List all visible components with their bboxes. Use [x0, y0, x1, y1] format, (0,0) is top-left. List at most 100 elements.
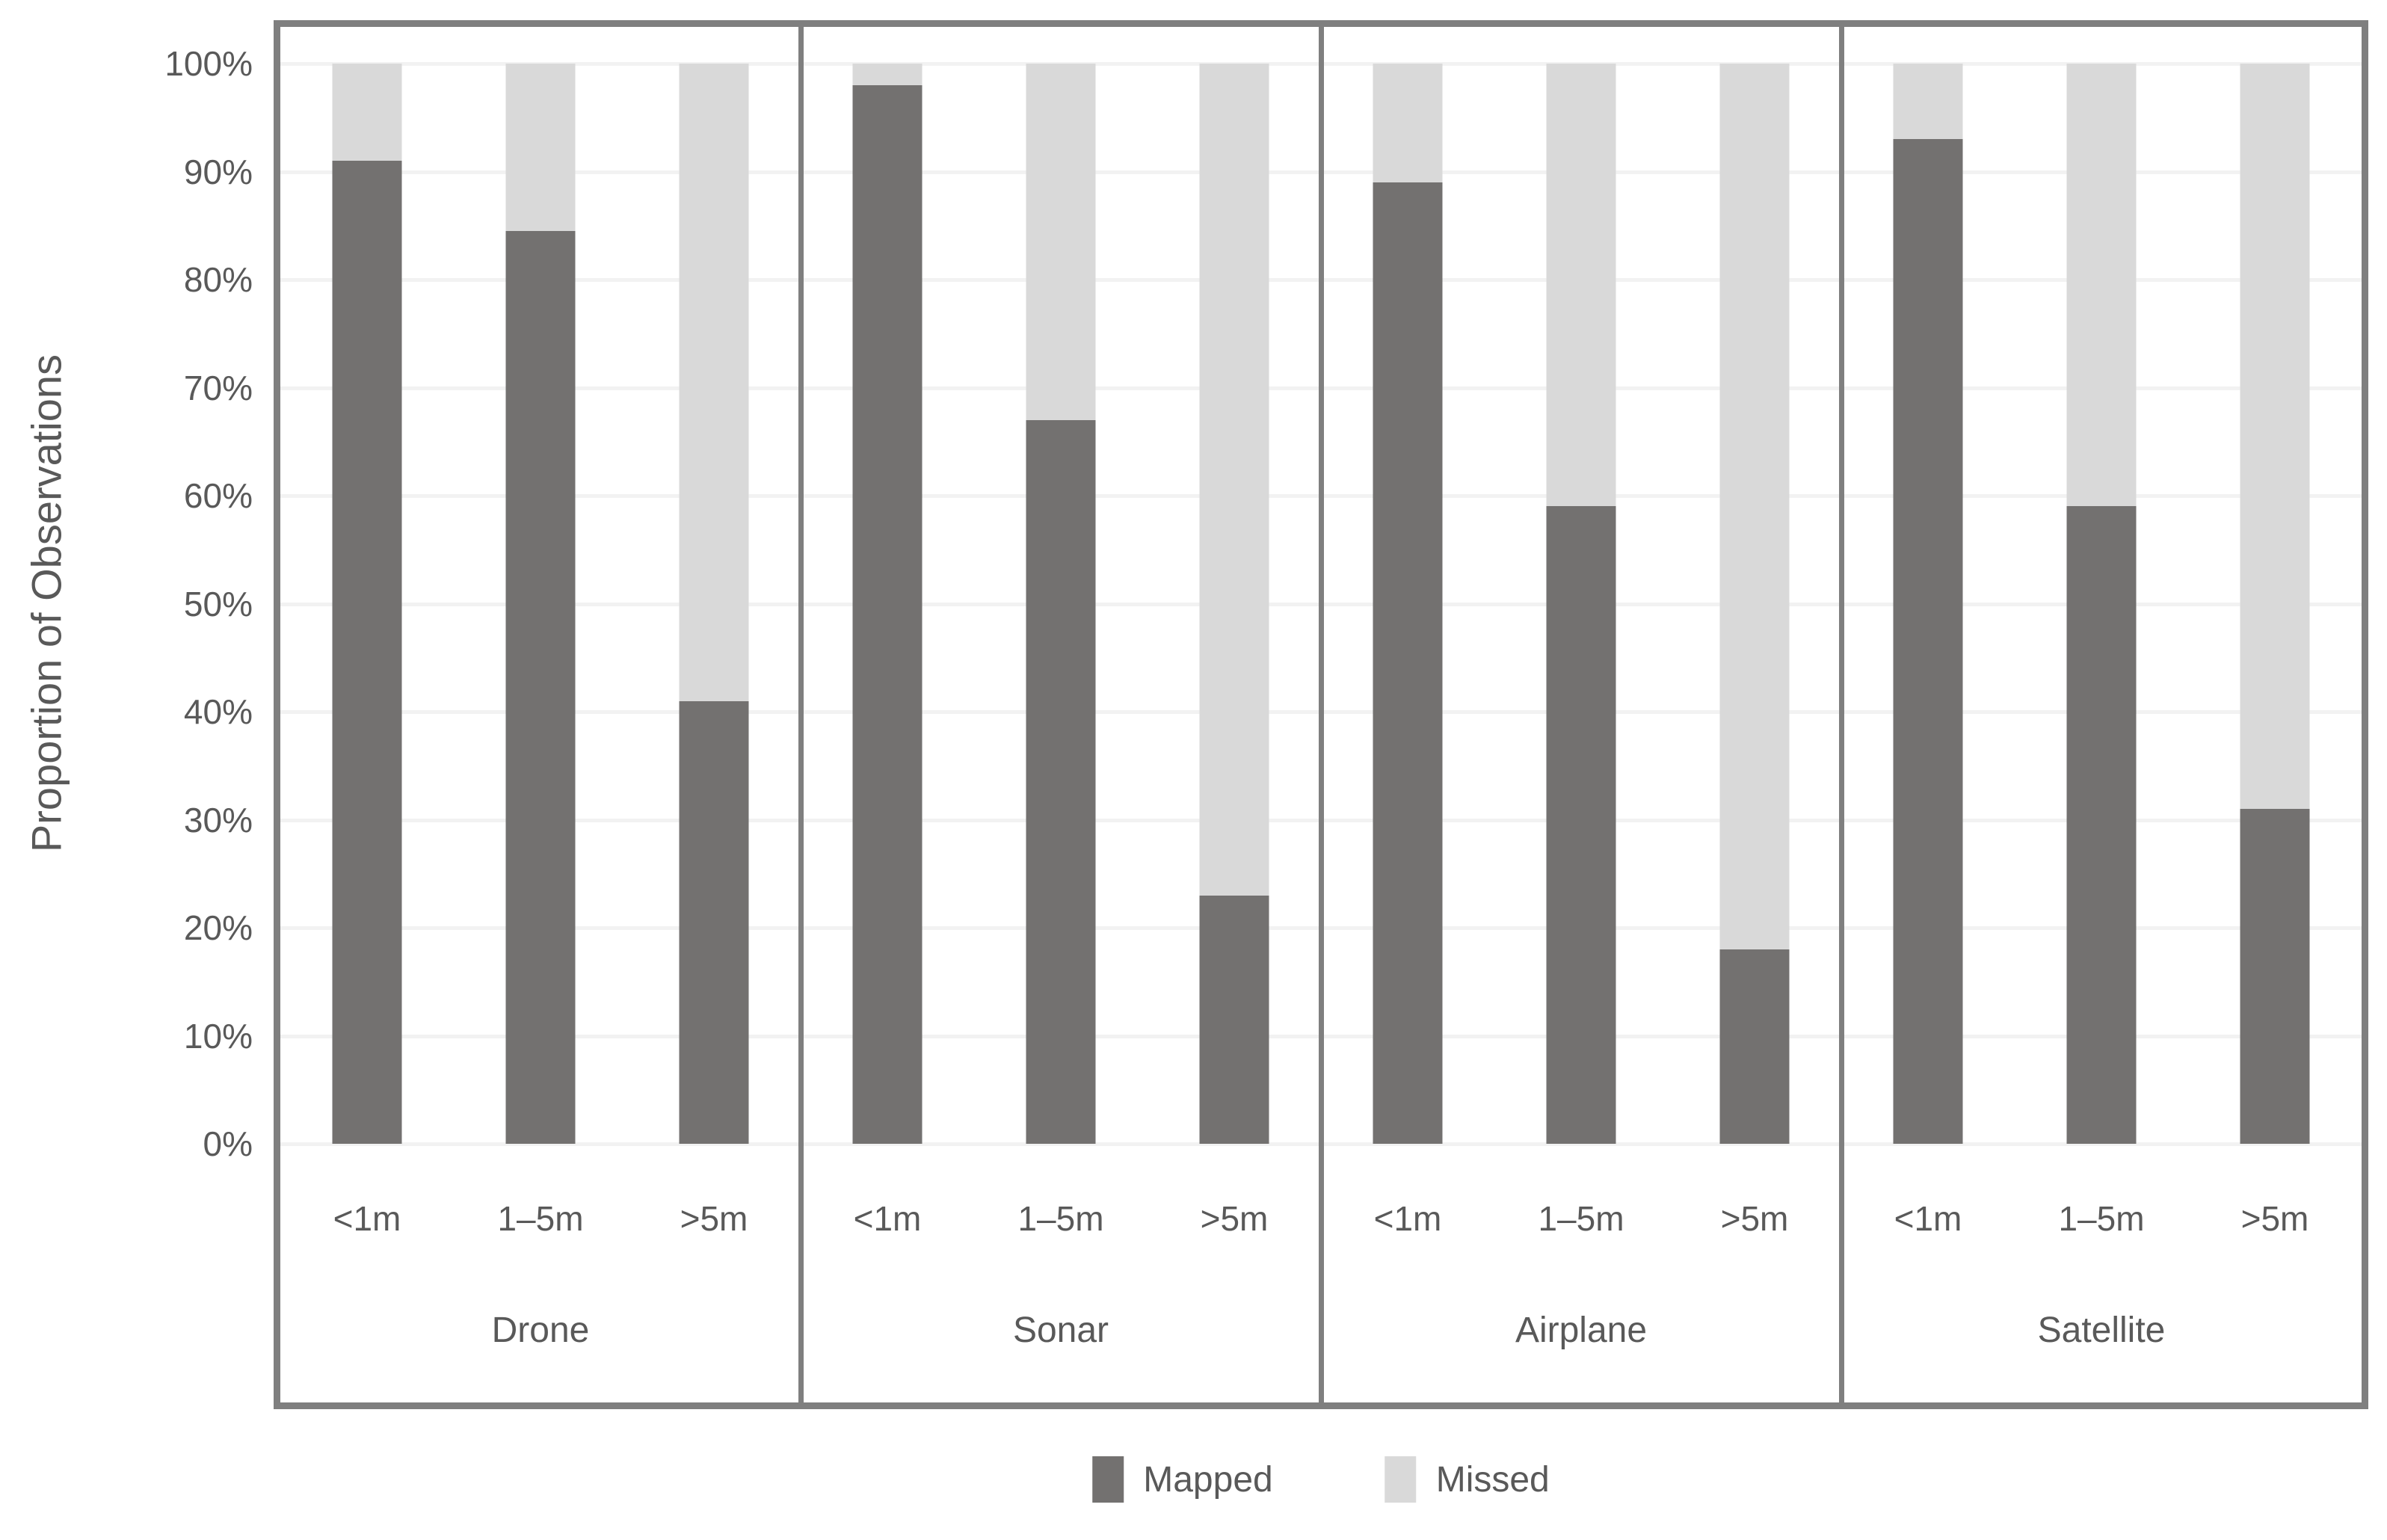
y-tick-20: 20% [183, 908, 253, 947]
group-label-satellite: Satellite [2037, 1310, 2166, 1350]
group-label-drone: Drone [491, 1310, 590, 1350]
y-tick-70: 70% [183, 368, 253, 407]
segment-missed-sonar-1-5m [1026, 64, 1096, 420]
segment-mapped-sonar-1-5m [1026, 419, 1096, 1144]
segment-mapped-airplane-1-5m [1546, 506, 1616, 1144]
panel-satellite: <1m 1–5m >5m Satellite [1841, 27, 2362, 1402]
group-separator-2 [1319, 27, 1324, 1402]
category-tick-row-satellite: <1m 1–5m >5m [1841, 1159, 2362, 1278]
bar-slot-drone-1-5m [454, 64, 627, 1144]
bar-satellite-1-5m [2066, 64, 2137, 1144]
bar-slot-satellite-1-5m [2015, 64, 2188, 1144]
segment-missed-drone-1-5m [505, 64, 576, 231]
y-tick-90: 90% [183, 152, 253, 191]
segment-missed-sonar-1m [852, 64, 923, 85]
panels-container: <1m 1–5m >5m Drone <1m 1–5m >5m Sonar <1m 1–5m >5m… [280, 27, 2362, 1402]
legend-item-missed: Missed [1385, 1456, 1550, 1503]
legend-swatch-missed [1385, 1456, 1417, 1503]
bar-slot-airplane-1m [1321, 64, 1494, 1144]
segment-mapped-airplane-5m [1719, 949, 1790, 1144]
bar-drone-5m [679, 64, 749, 1144]
bar-drone-1m [332, 64, 402, 1144]
legend-label-missed: Missed [1435, 1459, 1550, 1500]
category-label-drone-1-5m: 1–5m [497, 1199, 584, 1238]
category-label-sonar-5m: >5m [1200, 1199, 1269, 1238]
category-tick-row-airplane: <1m 1–5m >5m [1321, 1159, 1841, 1278]
segment-mapped-satellite-1m [1893, 139, 1963, 1144]
y-tick-80: 80% [183, 260, 253, 299]
y-tick-50: 50% [183, 584, 253, 623]
segment-missed-satellite-1-5m [2066, 64, 2137, 507]
segment-missed-satellite-1m [1893, 64, 1963, 140]
segment-mapped-satellite-1-5m [2066, 506, 2137, 1144]
category-label-airplane-5m: >5m [1720, 1199, 1789, 1238]
bars-row-airplane [1321, 64, 1841, 1144]
panel-drone: <1m 1–5m >5m Drone [280, 27, 801, 1402]
category-label-drone-5m: >5m [680, 1199, 748, 1238]
segment-missed-satellite-5m [2240, 64, 2310, 810]
segment-mapped-drone-5m [679, 700, 749, 1144]
y-tick-30: 30% [183, 800, 253, 840]
category-label-satellite-1-5m: 1–5m [2058, 1199, 2145, 1238]
y-tick-0: 0% [203, 1124, 253, 1163]
bar-slot-drone-1m [280, 64, 454, 1144]
group-label-airplane: Airplane [1515, 1310, 1648, 1350]
bar-slot-airplane-1-5m [1494, 64, 1668, 1144]
segment-missed-airplane-5m [1719, 64, 1790, 949]
legend: Mapped Missed [1092, 1456, 1550, 1503]
category-label-airplane-1m: <1m [1373, 1199, 1442, 1238]
bar-slot-airplane-5m [1668, 64, 1841, 1144]
group-separator-1 [798, 27, 804, 1402]
segment-mapped-airplane-1m [1373, 182, 1443, 1144]
group-separator-3 [1839, 27, 1844, 1402]
bar-sonar-1-5m [1026, 64, 1096, 1144]
segment-mapped-satellite-5m [2240, 809, 2310, 1144]
bar-airplane-1-5m [1546, 64, 1616, 1144]
category-label-drone-1m: <1m [333, 1199, 401, 1238]
bar-slot-sonar-1-5m [974, 64, 1148, 1144]
panel-airplane: <1m 1–5m >5m Airplane [1321, 27, 1841, 1402]
plot-area: <1m 1–5m >5m Drone <1m 1–5m >5m Sonar <1m 1–5m >5m… [274, 20, 2368, 1409]
bar-slot-satellite-1m [1841, 64, 2015, 1144]
legend-item-mapped: Mapped [1092, 1456, 1273, 1503]
bar-satellite-5m [2240, 64, 2310, 1144]
bars-row-drone [280, 64, 801, 1144]
y-tick-10: 10% [183, 1016, 253, 1056]
bar-airplane-1m [1373, 64, 1443, 1144]
bar-slot-sonar-5m [1148, 64, 1321, 1144]
group-label-sonar: Sonar [1012, 1310, 1109, 1350]
legend-label-mapped: Mapped [1143, 1459, 1273, 1500]
segment-missed-sonar-5m [1199, 64, 1269, 896]
bar-airplane-5m [1719, 64, 1790, 1144]
category-tick-row-drone: <1m 1–5m >5m [280, 1159, 801, 1278]
category-label-airplane-1-5m: 1–5m [1538, 1199, 1624, 1238]
category-tick-row-sonar: <1m 1–5m >5m [801, 1159, 1321, 1278]
bar-satellite-1m [1893, 64, 1963, 1144]
segment-missed-airplane-1m [1373, 64, 1443, 182]
segment-mapped-sonar-1m [852, 84, 923, 1144]
segment-missed-drone-1m [332, 64, 402, 161]
y-tick-40: 40% [183, 692, 253, 731]
y-tick-100: 100% [164, 44, 253, 83]
legend-swatch-mapped [1092, 1456, 1124, 1503]
segment-missed-drone-5m [679, 64, 749, 701]
segment-mapped-sonar-5m [1199, 895, 1269, 1144]
bar-slot-drone-5m [627, 64, 801, 1144]
bar-sonar-1m [852, 64, 923, 1144]
category-label-satellite-1m: <1m [1894, 1199, 1962, 1238]
bars-row-sonar [801, 64, 1321, 1144]
bar-drone-1-5m [505, 64, 576, 1144]
panel-sonar: <1m 1–5m >5m Sonar [801, 27, 1321, 1402]
bars-row-satellite [1841, 64, 2362, 1144]
segment-mapped-drone-1-5m [505, 230, 576, 1144]
bar-sonar-5m [1199, 64, 1269, 1144]
bar-slot-satellite-5m [2188, 64, 2362, 1144]
category-label-satellite-5m: >5m [2240, 1199, 2309, 1238]
segment-missed-airplane-1-5m [1546, 64, 1616, 507]
y-tick-60: 60% [183, 476, 253, 515]
category-label-sonar-1m: <1m [853, 1199, 922, 1238]
y-axis-tick-labels: 100% 90% 80% 70% 60% 50% 40% 30% 20% 10% 0% [0, 0, 257, 1540]
category-label-sonar-1-5m: 1–5m [1017, 1199, 1104, 1238]
bar-slot-sonar-1m [801, 64, 974, 1144]
segment-mapped-drone-1m [332, 161, 402, 1144]
